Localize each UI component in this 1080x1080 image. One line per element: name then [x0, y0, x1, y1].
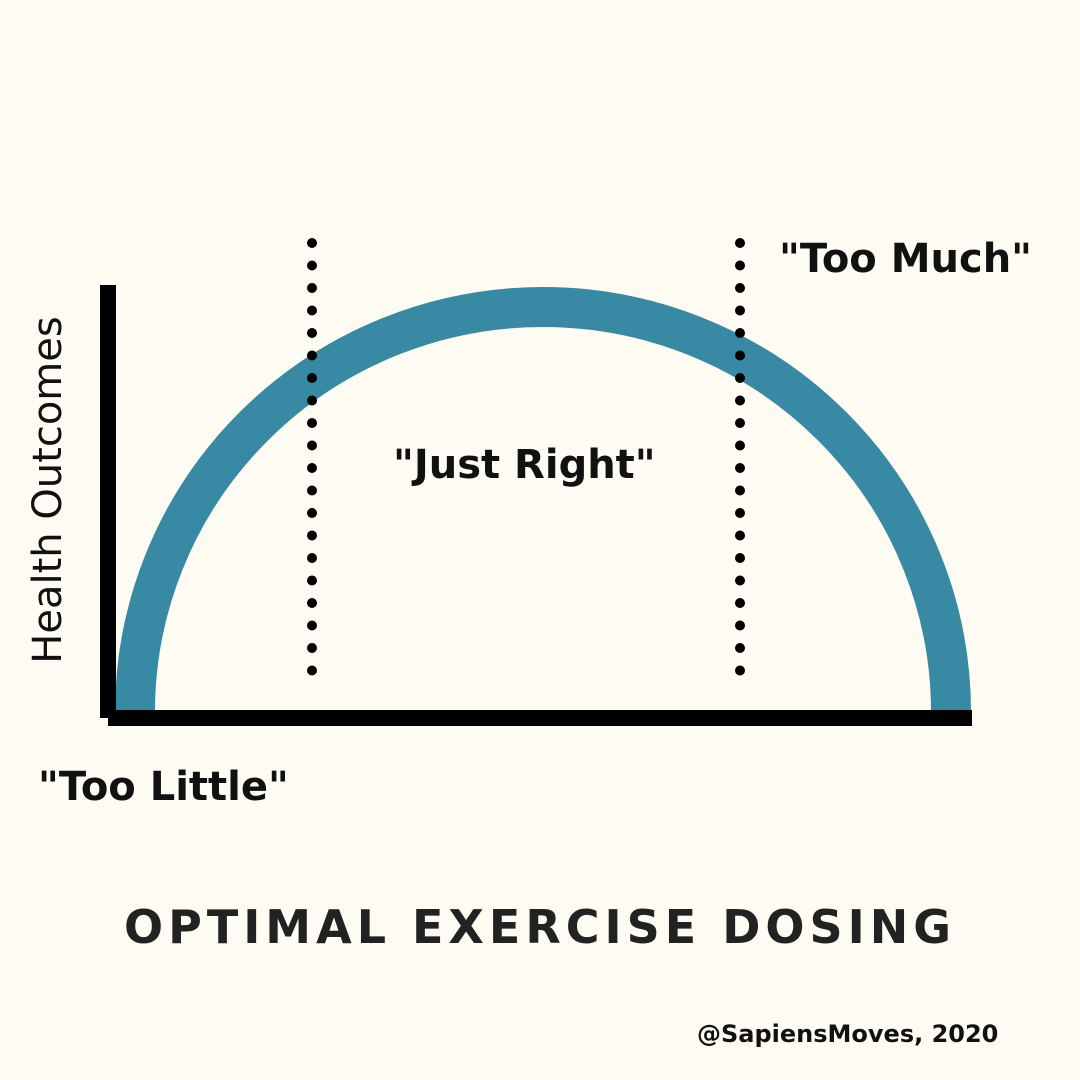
dot — [735, 238, 745, 248]
dot — [307, 620, 317, 631]
dot — [307, 508, 317, 518]
dot — [307, 575, 317, 586]
dot — [735, 598, 745, 608]
dot — [735, 395, 745, 406]
too-little-label: "Too Little" — [38, 764, 289, 810]
diagram-title: OPTIMAL EXERCISE DOSING — [124, 900, 956, 954]
dot — [307, 463, 317, 473]
dot — [735, 665, 745, 676]
dot — [735, 508, 745, 518]
dot — [735, 283, 745, 293]
dot — [307, 553, 317, 563]
dot — [735, 350, 745, 361]
y-axis — [100, 285, 116, 718]
dot — [735, 643, 745, 653]
dot — [735, 553, 745, 563]
dot — [307, 530, 317, 541]
credit-text: @SapiensMoves, 2020 — [697, 1020, 999, 1048]
dot — [307, 238, 317, 248]
too-much-label: "Too Much" — [779, 236, 1033, 282]
dot — [735, 260, 745, 271]
dose-response-curve — [115, 287, 971, 713]
dot — [735, 530, 745, 541]
dot — [307, 350, 317, 361]
dot — [307, 395, 317, 406]
dot — [735, 485, 745, 496]
dot — [307, 373, 317, 383]
dot — [307, 283, 317, 293]
dot — [735, 328, 745, 338]
dot — [735, 305, 745, 316]
just-right-label: "Just Right" — [393, 442, 656, 488]
dot — [307, 440, 317, 451]
dot — [735, 440, 745, 451]
dot — [307, 328, 317, 338]
dot — [307, 643, 317, 653]
dot — [735, 418, 745, 428]
upper-threshold-dotted-line — [735, 238, 745, 676]
dot — [735, 463, 745, 473]
dot — [307, 485, 317, 496]
dot — [735, 620, 745, 631]
dot — [307, 260, 317, 271]
lower-threshold-dotted-line — [307, 238, 317, 676]
dot — [307, 418, 317, 428]
dot — [307, 305, 317, 316]
y-axis-label: Health Outcomes — [25, 316, 71, 664]
x-axis — [108, 710, 972, 726]
dot — [307, 665, 317, 676]
dot — [735, 373, 745, 383]
dot — [735, 575, 745, 586]
dot — [307, 598, 317, 608]
